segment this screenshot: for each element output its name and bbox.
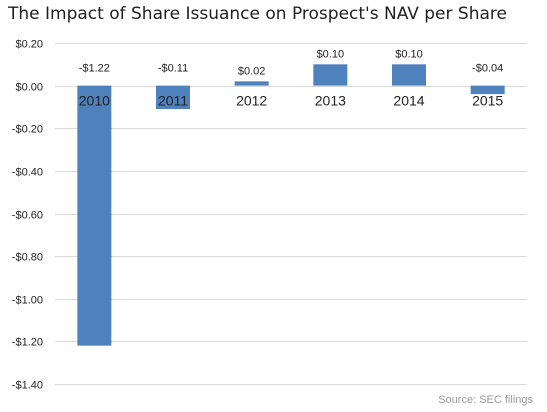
category-label-2015: 2015 [472,93,503,109]
bar-2014 [392,64,426,86]
y-tick-label: $0.20 [15,39,43,51]
bar-2011 [156,85,190,110]
gridlines [55,43,527,385]
bars [77,64,505,346]
bar-2013 [313,64,348,86]
y-tick-label: -$0.80 [12,252,43,264]
bar-2012 [234,81,269,86]
source-note: Source: SEC filings [438,394,533,406]
category-label-2010: 2010 [79,93,110,109]
data-label-2015: -$0.04 [472,63,503,75]
data-label-2011: -$0.11 [158,63,188,75]
category-label-2013: 2013 [315,93,346,109]
y-axis-tick-labels: $0.20 $0.00 -$0.20 -$0.40 -$0.60 -$0.80 -$1.00… [12,39,43,392]
category-label-2011: 2011 [158,93,188,109]
category-label-2012: 2012 [236,93,267,109]
y-tick-label: $0.00 [15,82,43,94]
y-tick-label: -$1.40 [12,380,43,392]
y-tick-label: -$0.40 [12,167,43,179]
chart-title: The Impact of Share Issuance on Prospect… [8,4,507,24]
bar-2010 [77,85,112,346]
data-label-2012: $0.02 [238,65,266,77]
y-tick-label: -$0.20 [12,124,43,136]
data-label-2010: -$1.22 [79,63,110,75]
category-labels: 2010 2011 2012 2013 2014 2015 [79,93,504,109]
y-tick-label: -$1.00 [12,295,43,307]
data-labels: -$1.22 -$0.11 $0.02 $0.10 $0.10 -$0.04 [79,48,504,77]
y-tick-label: -$1.20 [12,337,43,349]
category-label-2014: 2014 [393,93,424,109]
data-label-2014: $0.10 [395,48,423,60]
data-label-2013: $0.10 [317,48,345,60]
bar-2015 [470,85,505,95]
y-tick-label: -$0.60 [12,210,43,222]
